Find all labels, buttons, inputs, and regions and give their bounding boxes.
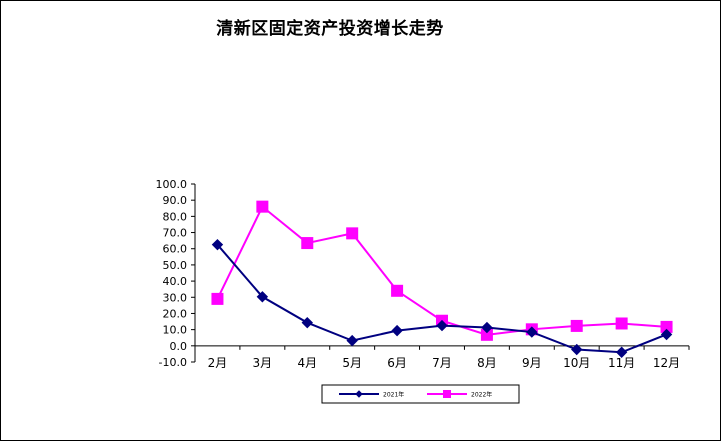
data-point	[391, 284, 404, 297]
data-point	[211, 238, 224, 251]
x-tick-label: 6月	[387, 356, 407, 370]
chart-title: 清新区固定资产投资增长走势	[216, 19, 444, 39]
data-point	[346, 334, 358, 347]
x-tick-label: 10月	[563, 356, 590, 370]
x-tick-label: 11月	[608, 356, 635, 370]
data-point	[256, 291, 269, 303]
data-point	[570, 319, 583, 332]
x-tick-label: 4月	[297, 356, 317, 370]
x-tick-label: 7月	[432, 356, 452, 370]
y-tick-label: 70.0	[163, 227, 188, 240]
legend-marker	[443, 390, 451, 398]
x-tick-label: 3月	[253, 356, 273, 370]
data-point	[346, 227, 359, 240]
data-point	[256, 200, 269, 213]
legend-label: 2021年	[383, 391, 404, 399]
x-tick-label: 8月	[477, 356, 497, 370]
x-tick-label: 12月	[653, 356, 680, 370]
y-tick-label: 80.0	[163, 210, 188, 223]
y-tick-label: -10.0	[159, 356, 187, 369]
x-tick-label: 2月	[208, 356, 228, 370]
data-point	[211, 292, 224, 305]
data-point	[481, 321, 493, 334]
legend-marker	[355, 390, 363, 398]
y-tick-label: 100.0	[156, 178, 188, 191]
data-point	[301, 316, 313, 329]
data-point	[615, 317, 628, 330]
y-tick-label: 0.0	[170, 340, 188, 353]
legend-label: 2022年	[471, 391, 492, 399]
data-point	[391, 324, 403, 337]
data-point	[615, 346, 628, 358]
y-tick-label: 50.0	[163, 259, 188, 272]
series-group	[211, 200, 673, 358]
legend: 2021年 2022年	[321, 384, 520, 404]
y-tick-label: 10.0	[163, 324, 188, 337]
x-tick-labels: 2月 3月 4月 5月 6月 7月 8月 9月 10月 11月 12月	[208, 356, 681, 370]
data-point	[436, 319, 448, 332]
series-2022年	[211, 200, 673, 341]
y-tick-label: 20.0	[163, 307, 188, 320]
y-tick-label: 40.0	[163, 275, 188, 288]
y-tick-label: 60.0	[163, 243, 188, 256]
y-tick-labels: 100.0 90.0 80.0 70.0 60.0 50.0 40.0 30.0 20.0 10.…	[156, 178, 188, 369]
data-point	[571, 343, 583, 356]
x-tick-label: 5月	[342, 356, 362, 370]
series-line	[216, 244, 667, 354]
data-point	[301, 237, 314, 250]
y-tick-label: 30.0	[163, 291, 188, 304]
data-point	[660, 328, 673, 341]
series-2021年	[211, 238, 673, 358]
data-point	[526, 326, 538, 338]
axes	[191, 183, 690, 363]
x-tick-label: 9月	[522, 356, 542, 370]
legend-box	[321, 384, 520, 404]
y-tick-label: 90.0	[163, 194, 188, 207]
